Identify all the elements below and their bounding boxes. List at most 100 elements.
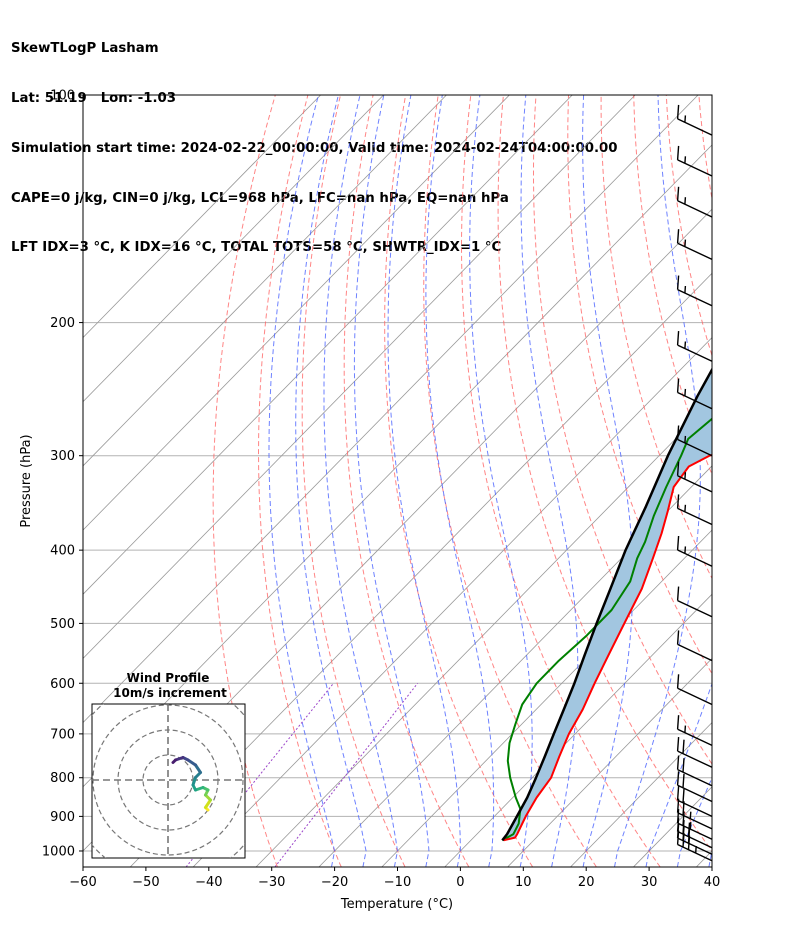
wind-barb: [676, 378, 713, 410]
isotherm-line: [507, 657, 712, 867]
x-tick-label: −40: [195, 875, 222, 890]
y-tick-label: 600: [50, 677, 75, 692]
mixing-ratio-line: [185, 682, 334, 867]
isotherm-line: [318, 465, 712, 867]
wind-barb: [676, 674, 713, 706]
profile-lines-layer: [501, 367, 712, 842]
hodograph-segment: [204, 798, 212, 809]
moist-adiabat-line: [323, 95, 399, 867]
dewpoint-line: [501, 417, 712, 842]
dry-adiabat-line: [461, 95, 661, 867]
moist-adiabat-line: [295, 95, 367, 867]
x-tick-label: 10: [515, 875, 532, 890]
isotherm-line: [255, 401, 712, 867]
isotherm-line: [83, 95, 447, 467]
dry-adiabat-line: [698, 95, 712, 202]
inset-title: Wind Profile: [127, 671, 210, 685]
x-tick-label: −50: [132, 875, 159, 890]
isotherm-line: [83, 95, 636, 660]
wind-barb: [676, 786, 713, 818]
x-tick-label: −20: [321, 875, 348, 890]
wind-barb: [676, 494, 713, 526]
wind-barb: [676, 104, 713, 136]
isotherm-line: [696, 850, 712, 867]
wind-barb: [676, 630, 713, 662]
x-tick-label: −60: [69, 875, 96, 890]
dry-adiabat-line: [301, 95, 406, 867]
dry-adiabat-line: [731, 95, 794, 867]
dry-adiabat-line: [212, 95, 278, 867]
dry-adiabat-line: [600, 95, 712, 580]
index-line: LFT IDX=3 °C, K IDX=16 °C, TOTAL TOTS=58…: [11, 240, 502, 256]
wind-barb: [676, 535, 713, 567]
hodograph-segment: [186, 758, 197, 767]
x-tick-label: 0: [456, 875, 464, 890]
x-axis-label: Temperature (°C): [340, 897, 453, 912]
moist-adiabat-line: [614, 95, 701, 867]
x-tick-label: 30: [641, 875, 658, 890]
wind-barb: [676, 186, 713, 218]
isotherm-line: [83, 95, 321, 339]
isotherm-line: [759, 95, 794, 867]
wind-barb: [676, 229, 713, 261]
wind-barb: [676, 425, 713, 457]
mixing-ratio-line: [274, 682, 418, 867]
y-tick-label: 300: [50, 449, 75, 464]
y-tick-label: 700: [50, 727, 75, 742]
y-tick-label: 400: [50, 544, 75, 559]
isotherm-line: [444, 593, 712, 867]
dry-adiabat-line: [384, 95, 534, 867]
chart-header: SkewTLogP Lasham Lat: 51.19 Lon: -1.03 S…: [11, 8, 618, 274]
wind-barb: [676, 275, 713, 307]
wind-barb: [676, 771, 713, 803]
chart-title: SkewTLogP Lasham: [11, 41, 159, 57]
moist-adiabat-line: [676, 776, 712, 867]
dry-adiabat-line: [258, 95, 342, 867]
dry-adiabat-line: [343, 95, 470, 867]
isotherm-line: [381, 529, 712, 867]
y-tick-label: 200: [50, 316, 75, 331]
x-tick-label: 20: [578, 875, 595, 890]
parcel-line: [501, 367, 712, 842]
y-tick-label: 800: [50, 771, 75, 786]
wind-profile-inset: Wind Profile 10m/s increment: [91, 671, 246, 859]
isotherm-line: [83, 95, 510, 531]
temperature-line: [503, 453, 712, 842]
isotherm-line: [83, 95, 384, 403]
x-tick-label: −30: [258, 875, 285, 890]
moist-adiabat-line: [520, 95, 579, 867]
cin-shaded-area: [502, 369, 712, 841]
isotherm-line: [83, 95, 573, 595]
y-tick-label: 900: [50, 810, 75, 825]
moist-adiabat-line: [268, 95, 336, 867]
wind-barb: [676, 586, 713, 618]
wind-barb: [676, 809, 713, 840]
y-axis-label: Pressure (hPa): [19, 434, 34, 527]
inset-subtitle: 10m/s increment: [113, 686, 227, 700]
wind-barb: [676, 331, 713, 362]
isotherm-line: [570, 722, 712, 867]
isotherm-line: [129, 272, 712, 867]
time-line: Simulation start time: 2024-02-22_00:00:…: [11, 140, 618, 156]
y-tick-label: 500: [50, 617, 75, 632]
isotherm-line: [192, 336, 712, 867]
moist-adiabat-line: [353, 95, 430, 867]
wind-barb: [676, 798, 713, 830]
wind-barb: [676, 715, 713, 747]
cin-fill-layer: [502, 369, 712, 841]
wind-barb: [676, 817, 713, 849]
wind-barb: [676, 737, 713, 768]
axis-ticks-layer: −60 −50 −40 −30 −20 −10 0 10 20 30 40 1000 900 800 700…: [42, 89, 720, 891]
x-tick-label: −10: [384, 875, 411, 890]
y-tick-label: 1000: [42, 844, 75, 859]
moist-adiabat-line: [387, 95, 461, 867]
x-tick-label: 40: [704, 875, 721, 890]
y-tick-label: 100: [50, 89, 75, 104]
wind-barb: [676, 755, 713, 787]
moist-adiabat-line: [425, 95, 495, 867]
dry-adiabat-line: [764, 95, 794, 867]
moist-adiabat-line: [582, 95, 634, 867]
wind-barb: [676, 461, 713, 493]
dry-adiabat-line: [665, 95, 712, 358]
